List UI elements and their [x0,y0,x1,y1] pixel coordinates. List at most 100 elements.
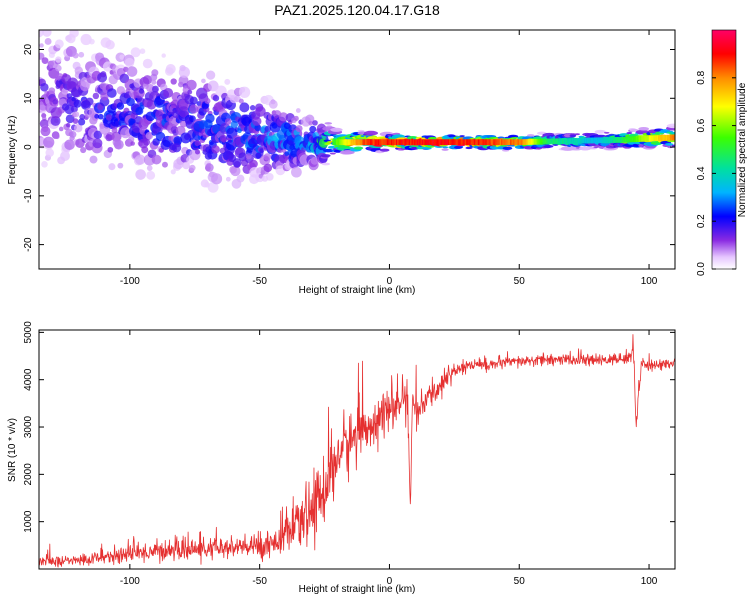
spectrogram-cell [386,139,389,146]
spectrogram-cell [523,139,525,146]
spectrogram-cell [201,78,206,84]
spectrogram-cell [359,139,362,146]
spectrogram-cell [310,156,319,165]
spectrogram-cell [453,145,463,149]
colorbar-ticks: 0.0 0.2 0.4 0.6 0.8 [696,70,736,276]
spectrogram-cell [45,148,54,158]
spectrogram-cell [436,139,438,146]
spectrogram-cell [568,138,570,144]
spectrogram-cell [245,153,252,160]
spectrogram-cell [263,153,272,161]
spectrogram-cell [434,139,437,146]
spectrogram-cell [458,139,460,146]
spectrogram-cell [71,96,76,102]
spectrogram-cell [642,135,644,142]
spectrogram-cell [48,87,56,94]
spectrogram-cell [333,139,336,146]
spectrogram-cell [78,118,86,126]
spectrogram-cell [64,139,75,151]
spectrogram-cell [305,114,315,124]
spectrogram-cell [673,134,675,141]
spectrogram-cell [441,148,449,151]
spectrogram-cell [80,146,87,154]
spectrogram-cell [472,139,474,146]
spectrogram-cell [425,139,428,146]
spectrogram-cell [666,123,675,129]
spectrogram-cell [521,139,524,146]
spectrogram-cell [559,138,561,145]
spectrogram-cell [527,139,529,145]
spectrogram-cell [44,38,52,45]
y-tick-label: 20 [23,44,34,56]
spectrogram-cell [658,135,660,142]
spectrogram-cell [410,139,412,146]
spectrogram-cell [582,137,585,144]
spectrogram-cell [467,139,469,146]
spectrogram-cell [100,92,109,101]
spectrogram-cell [389,139,391,146]
spectrogram-cell [224,118,232,125]
spectrogram-cell [533,138,535,145]
spectrogram-cell [580,137,582,144]
spectrogram-cell [105,134,113,142]
x-tick-label: -100 [120,276,140,287]
spectrogram-cell [540,138,542,145]
spectrogram-cell [630,136,633,143]
spectrogram-cell [547,138,550,145]
spectrogram-cell [591,137,594,144]
spectrogram-cell [390,139,393,146]
spectrogram-cell [538,138,541,145]
spectrogram-cell [175,125,186,136]
spectrogram-cell [529,139,532,145]
spectrogram-cell [525,139,528,145]
spectrogram-cell [419,139,421,146]
spectrogram-cell [92,138,103,149]
spectrogram-cell [572,138,574,144]
spectrogram-cell [552,138,555,145]
spectrogram-cell [39,43,44,48]
spectrogram-cell [399,139,402,146]
spectrogram-cell [376,139,378,146]
figure-title: PAZ1.2025.120.04.17.G18 [274,2,440,18]
spectrogram-cell [151,154,162,165]
spectrogram-cell [604,137,607,144]
spectrogram-cell [634,136,637,143]
spectrogram-cell [438,139,441,146]
spectrogram-cell [207,181,219,193]
spectrogram-cell [495,139,498,146]
spectrogram-cell [437,139,439,146]
spectrogram-cell [135,169,146,180]
x-tick-label: -100 [120,576,140,587]
spectrogram-cell [414,139,416,146]
spectrogram-cell [105,114,113,121]
spectrogram-cell [146,99,157,110]
spectrogram-cell [664,142,674,146]
spectrogram-cell [542,138,545,145]
spectrogram-cell [363,139,365,146]
spectrogram-cell [508,139,511,146]
spectrogram-cell [511,139,513,146]
spectrogram-cell [69,130,77,138]
y-tick-label: -20 [23,237,34,252]
spectrogram-cell [170,78,177,85]
spectrogram-cell [660,135,663,141]
spectrogram-cell [441,139,443,146]
spectrogram-cell [659,135,661,141]
spectrogram-cell [543,138,546,145]
spectrogram-cell [670,131,675,135]
spectrogram-cell [163,87,174,98]
spectrogram-cell [113,139,124,150]
spectrogram-cell [516,139,519,146]
spectrogram-cell [433,139,436,146]
spectrogram-cell [80,33,92,46]
spectrogram-cell [574,133,581,136]
spectrogram-cell [650,135,652,142]
spectrogram-cell [334,139,337,146]
x-tick-label: 100 [641,576,658,587]
spectrogram-cell [151,69,159,77]
spectrogram-cell [69,30,79,38]
spectrogram-cell [555,138,558,145]
spectrogram-cell [135,154,146,165]
spectrogram-cell [117,162,124,169]
spectrogram-cell [347,139,350,146]
